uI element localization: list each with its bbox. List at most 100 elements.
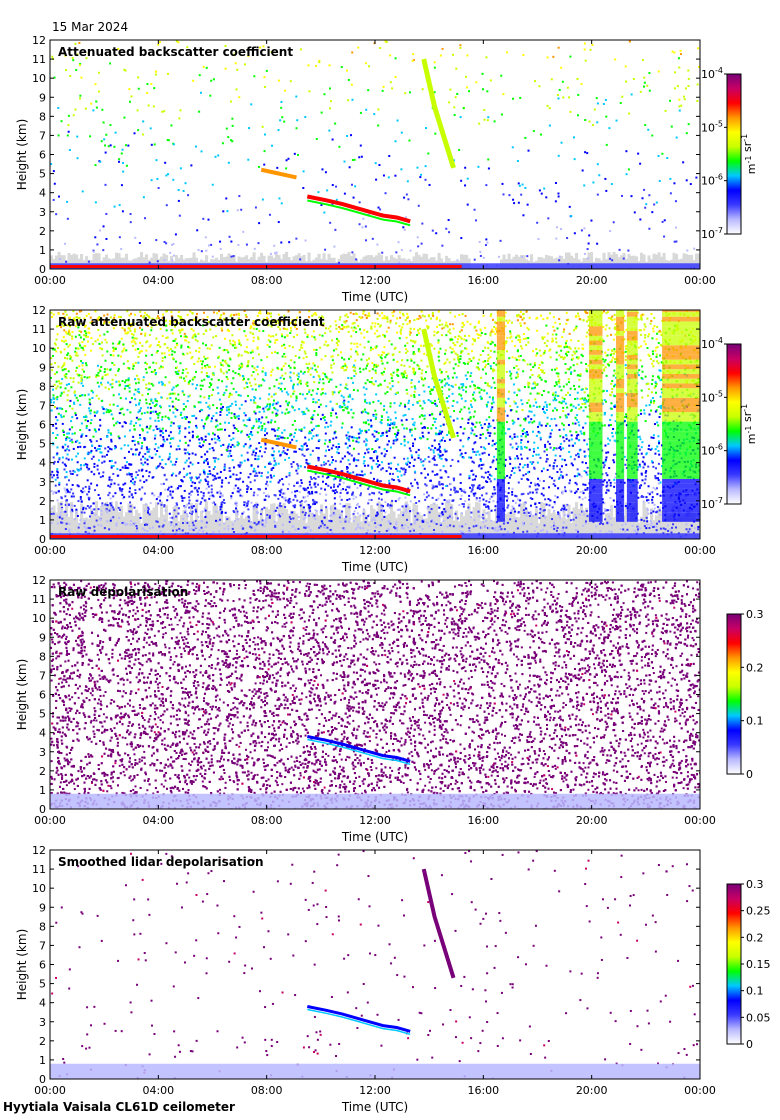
y-tick-label: 7 bbox=[39, 669, 46, 682]
x-tick-label: 20:00 bbox=[576, 274, 608, 287]
y-tick-label: 2 bbox=[39, 1035, 46, 1048]
x-tick-label: 00:00 bbox=[34, 544, 66, 557]
y-tick-label: 9 bbox=[39, 361, 46, 374]
x-axis-label: Time (UTC) bbox=[341, 560, 408, 574]
colorbar-tick-label: 10-7 bbox=[701, 226, 723, 241]
y-tick-label: 9 bbox=[39, 631, 46, 644]
y-tick-label: 9 bbox=[39, 91, 46, 104]
y-tick-label: 5 bbox=[39, 168, 46, 181]
y-tick-label: 4 bbox=[39, 457, 46, 470]
x-tick-label: 00:00 bbox=[34, 274, 66, 287]
y-tick-label: 6 bbox=[39, 419, 46, 432]
y-tick-label: 1 bbox=[39, 244, 46, 257]
x-axis-label: Time (UTC) bbox=[341, 1100, 408, 1114]
colorbar-gradient bbox=[726, 73, 742, 235]
x-axis-label: Time (UTC) bbox=[341, 830, 408, 844]
x-tick-label: 20:00 bbox=[576, 814, 608, 827]
plot-area bbox=[50, 40, 700, 269]
colorbar-tick-label: 10-5 bbox=[701, 119, 723, 134]
y-tick-label: 3 bbox=[39, 1016, 46, 1029]
y-tick-label: 3 bbox=[39, 746, 46, 759]
panel-title: Attenuated backscatter coefficient bbox=[58, 45, 293, 59]
x-tick-label: 08:00 bbox=[251, 814, 283, 827]
x-tick-label: 20:00 bbox=[576, 1084, 608, 1097]
panel-4: Smoothed lidar depolarisation01234567891… bbox=[15, 844, 771, 1114]
y-axis-label: Height (km) bbox=[15, 119, 29, 190]
y-tick-label: 11 bbox=[32, 53, 46, 66]
colorbar-tick-label: 0.2 bbox=[746, 661, 764, 674]
colorbar-unit-label: m-1 sr-1 bbox=[740, 134, 758, 174]
colorbar-tick-label: 0 bbox=[746, 1038, 753, 1051]
y-tick-label: 6 bbox=[39, 959, 46, 972]
y-tick-label: 8 bbox=[39, 650, 46, 663]
x-tick-label: 16:00 bbox=[467, 814, 499, 827]
y-tick-label: 10 bbox=[32, 882, 46, 895]
x-tick-label: 00:00 bbox=[684, 1084, 716, 1097]
colorbar-tick-label: 0 bbox=[746, 768, 753, 781]
colorbar-tick-label: 0.3 bbox=[746, 878, 764, 891]
panel-1: Attenuated backscatter coefficient012345… bbox=[15, 34, 758, 304]
colorbar-tick-label: 0.1 bbox=[746, 985, 764, 998]
x-tick-label: 04:00 bbox=[142, 274, 174, 287]
x-tick-label: 00:00 bbox=[684, 814, 716, 827]
y-tick-label: 3 bbox=[39, 476, 46, 489]
colorbar-tick-label: 10-4 bbox=[701, 66, 723, 81]
colorbar-gradient bbox=[726, 613, 742, 775]
y-axis-label: Height (km) bbox=[15, 929, 29, 1000]
panel-2: Raw attenuated backscatter coefficient 0 1… bbox=[15, 304, 758, 574]
y-tick-label: 3 bbox=[39, 206, 46, 219]
y-tick-label: 5 bbox=[39, 978, 46, 991]
y-tick-label: 10 bbox=[32, 342, 46, 355]
y-tick-label: 0 bbox=[39, 1073, 46, 1086]
x-tick-label: 16:00 bbox=[467, 274, 499, 287]
x-tick-label: 04:00 bbox=[142, 1084, 174, 1097]
y-tick-label: 12 bbox=[32, 34, 46, 47]
x-tick-label: 12:00 bbox=[359, 544, 391, 557]
y-tick-label: 2 bbox=[39, 225, 46, 238]
colorbar: 0.3 0.25 0.2 0.15 0.1 0.05 0 bbox=[726, 878, 771, 1051]
colorbar-tick-label: 10-4 bbox=[701, 336, 723, 351]
y-tick-label: 7 bbox=[39, 129, 46, 142]
x-tick-label: 12:00 bbox=[359, 1084, 391, 1097]
y-tick-label: 8 bbox=[39, 920, 46, 933]
y-tick-label: 5 bbox=[39, 708, 46, 721]
y-tick-label: 7 bbox=[39, 399, 46, 412]
y-tick-label: 6 bbox=[39, 689, 46, 702]
y-tick-label: 0 bbox=[39, 803, 46, 816]
x-tick-label: 00:00 bbox=[684, 274, 716, 287]
y-tick-label: 11 bbox=[32, 323, 46, 336]
date-label: 15 Mar 2024 bbox=[52, 20, 128, 34]
y-tick-label: 6 bbox=[39, 149, 46, 162]
colorbar-unit-label: m-1 sr-1 bbox=[740, 404, 758, 444]
colorbar-tick-label: 0.05 bbox=[746, 1011, 771, 1024]
y-tick-label: 11 bbox=[32, 863, 46, 876]
instrument-footer: Hyytiala Vaisala CL61D ceilometer bbox=[3, 1100, 235, 1114]
x-tick-label: 16:00 bbox=[467, 1084, 499, 1097]
heatmap-field bbox=[50, 580, 700, 809]
panel-title: Raw depolarisation bbox=[58, 585, 188, 599]
x-tick-label: 08:00 bbox=[251, 544, 283, 557]
colorbar-tick-label: 10-6 bbox=[701, 173, 723, 188]
colorbar-tick-label: 0.3 bbox=[746, 608, 764, 621]
y-tick-label: 1 bbox=[39, 514, 46, 527]
colorbar: 10-4 10-5 10-6 10-7 m-1 sr-1 bbox=[701, 336, 758, 511]
panel-title: Raw attenuated backscatter coefficient bbox=[58, 315, 325, 329]
x-tick-label: 08:00 bbox=[251, 274, 283, 287]
y-tick-label: 10 bbox=[32, 72, 46, 85]
x-tick-label: 12:00 bbox=[359, 814, 391, 827]
y-tick-label: 8 bbox=[39, 110, 46, 123]
colorbar-gradient bbox=[726, 343, 742, 505]
colorbar-tick-label: 10-5 bbox=[701, 389, 723, 404]
colorbar-tick-label: 10-6 bbox=[701, 443, 723, 458]
y-tick-label: 12 bbox=[32, 844, 46, 857]
y-tick-label: 2 bbox=[39, 495, 46, 508]
y-tick-label: 7 bbox=[39, 939, 46, 952]
x-tick-label: 00:00 bbox=[34, 814, 66, 827]
y-axis-label: Height (km) bbox=[15, 389, 29, 460]
y-tick-label: 2 bbox=[39, 765, 46, 778]
panel-title: Smoothed lidar depolarisation bbox=[58, 855, 264, 869]
y-tick-label: 1 bbox=[39, 1054, 46, 1067]
y-tick-label: 5 bbox=[39, 438, 46, 451]
plot-area bbox=[50, 850, 700, 1079]
